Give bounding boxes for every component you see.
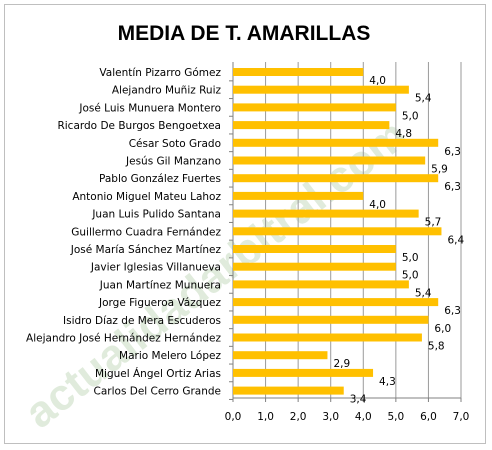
bar — [233, 368, 374, 377]
category-label: Ricardo De Burgos Bengoetxea — [57, 120, 221, 132]
x-tick-label: 1,0 — [257, 411, 274, 423]
x-tick-label: 0,0 — [225, 411, 242, 423]
category-label: Valentín Pizarro Gómez — [99, 67, 221, 79]
x-tick-label: 5,0 — [388, 411, 405, 423]
x-tick-label: 6,0 — [420, 411, 437, 423]
data-label: 5,0 — [402, 110, 419, 122]
bar — [233, 85, 409, 94]
category-label: Guillermo Cuadra Fernández — [71, 226, 221, 238]
category-label: Antonio Miguel Mateu Lahoz — [72, 191, 221, 203]
data-label: 5,4 — [415, 287, 432, 299]
bar — [233, 174, 439, 183]
bar — [233, 121, 390, 130]
category-label: Isidro Díaz de Mera Escuderos — [63, 315, 221, 327]
data-label: 5,9 — [431, 164, 448, 176]
category-label: César Soto Grado — [129, 138, 221, 150]
category-label: Alejandro José Hernández Hernández — [26, 333, 221, 345]
bar — [233, 103, 396, 112]
data-label: 5,7 — [425, 217, 442, 229]
data-label: 4,0 — [369, 75, 386, 87]
category-label: José Luis Munuera Montero — [78, 102, 221, 114]
bar — [233, 209, 419, 218]
x-tick-label: 7,0 — [453, 411, 470, 423]
data-label: 6,0 — [434, 323, 451, 335]
bar — [233, 315, 429, 324]
bar — [233, 298, 439, 307]
data-label: 5,4 — [415, 93, 432, 105]
data-label: 4,3 — [379, 376, 396, 388]
data-label: 2,9 — [333, 358, 350, 370]
chart-title: MEDIA DE T. AMARILLAS — [118, 22, 371, 45]
data-label: 5,0 — [402, 252, 419, 264]
category-label: Carlos Del Cerro Grande — [94, 386, 221, 398]
bar — [233, 333, 422, 342]
bar — [233, 386, 344, 395]
x-tick-label: 4,0 — [355, 411, 372, 423]
bar — [233, 262, 396, 271]
bar — [233, 245, 396, 253]
bar — [233, 351, 328, 360]
data-label: 6,3 — [444, 146, 461, 158]
x-tick-label: 2,0 — [290, 411, 307, 423]
x-tick-label: 3,0 — [322, 411, 339, 423]
data-label: 6,4 — [447, 234, 464, 246]
category-label: Miguel Ángel Ortiz Arias — [95, 367, 221, 380]
data-label: 6,3 — [444, 305, 461, 317]
bar — [233, 156, 426, 165]
bar — [233, 227, 442, 236]
category-label: Alejandro Muñiz Ruiz — [112, 85, 222, 97]
category-label: Javier Iglesias Villanueva — [90, 262, 221, 274]
data-label: 6,3 — [444, 181, 461, 193]
data-label: 4,0 — [369, 199, 386, 211]
category-label: Jorge Figueroa Vázquez — [98, 297, 221, 309]
category-label: Mario Melero López — [119, 350, 221, 362]
bar — [233, 138, 439, 147]
data-label: 5,8 — [428, 341, 445, 353]
bar — [233, 280, 409, 289]
bar — [233, 68, 364, 76]
category-label: Pablo González Fuertes — [99, 173, 221, 185]
category-label: José María Sánchez Martínez — [70, 244, 222, 256]
data-label: 3,4 — [350, 394, 367, 406]
data-label: 4,8 — [395, 128, 412, 140]
category-label: Juan Martínez Munuera — [99, 279, 221, 291]
data-label: 5,0 — [402, 270, 419, 282]
category-label: Juan Luis Pulido Santana — [91, 209, 221, 221]
bar — [233, 191, 364, 200]
category-label: Jesús Gil Manzano — [125, 156, 221, 168]
